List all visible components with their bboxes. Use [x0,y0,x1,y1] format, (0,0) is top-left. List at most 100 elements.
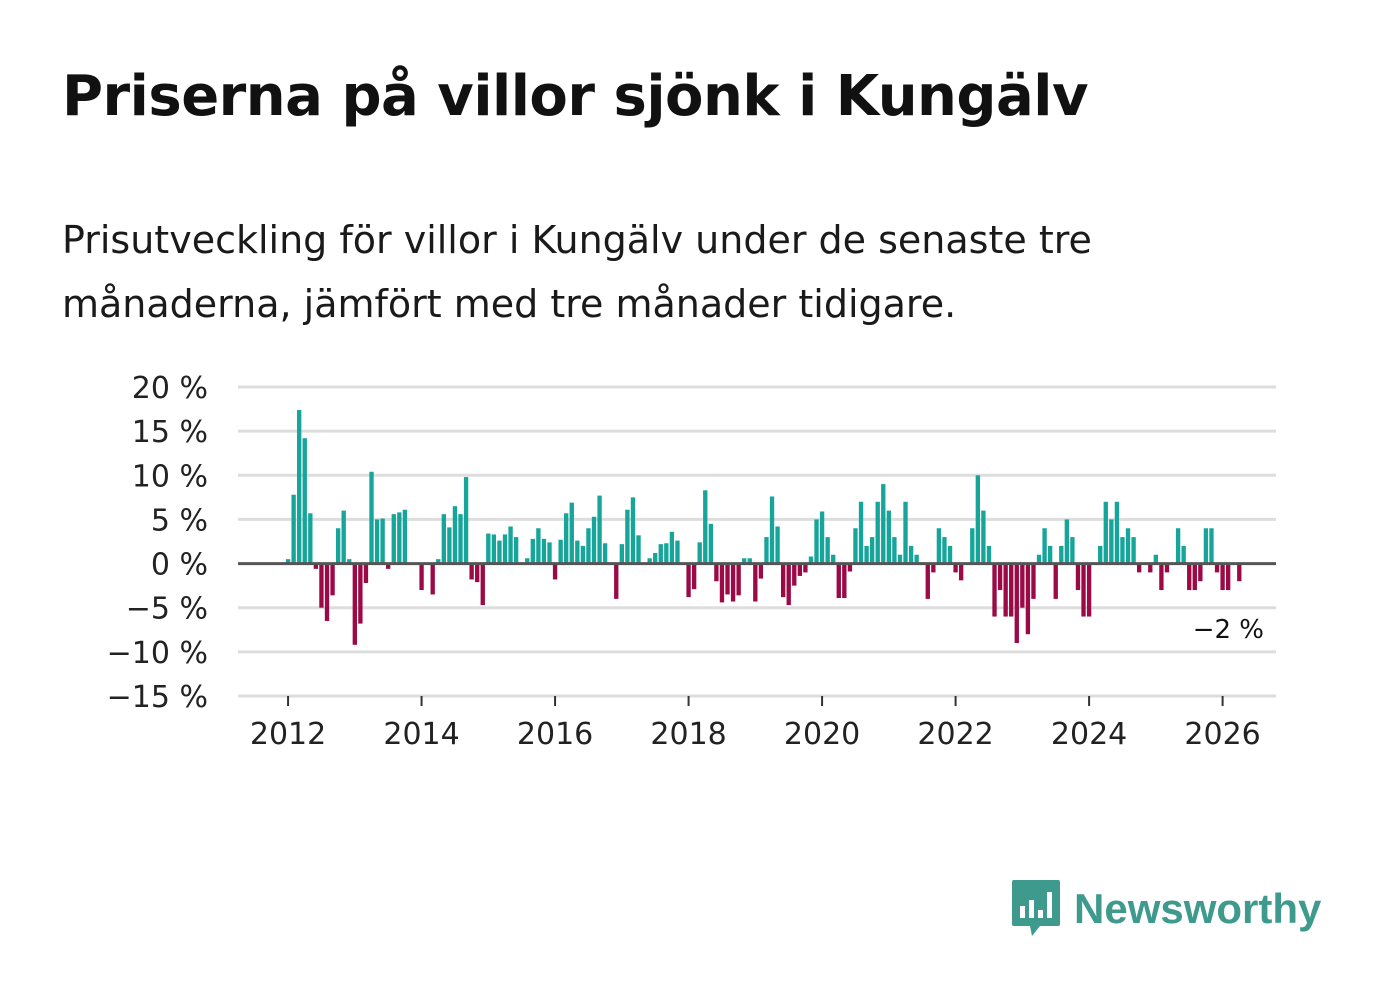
bar [1198,563,1203,582]
x-tick-label: 2014 [383,717,459,752]
y-tick-label: −5 % [126,592,208,627]
bar [769,496,775,564]
bar [452,506,458,564]
y-tick-label: −10 % [107,636,208,671]
bar [341,510,346,564]
bar [914,554,919,564]
bar [347,559,352,564]
bar [997,563,1003,591]
bar [1031,563,1036,599]
bar [358,563,363,624]
bar [536,528,541,564]
bar [486,533,491,564]
bar [953,563,958,573]
bar [647,558,652,564]
x-tick-label: 2020 [784,717,860,752]
bar [324,563,330,621]
bar [869,537,875,564]
bar [780,563,786,598]
end-value-label: −2 % [1193,615,1264,645]
y-tick-label: 0 % [151,548,208,583]
bar [397,512,402,564]
bar [814,519,819,564]
bar [858,501,864,564]
bar [847,563,853,572]
newsworthy-logo-icon [1012,880,1060,936]
bar [614,563,619,599]
bar [981,510,986,564]
bar [1053,563,1058,599]
bar [942,537,947,564]
bar [1103,501,1108,564]
x-tick-label: 2018 [650,717,726,752]
bar [897,554,903,564]
bar [1081,563,1086,617]
bar [903,501,908,564]
bar [1098,545,1103,564]
bar [386,563,391,569]
y-tick-label: 10 % [132,459,208,494]
bar [530,538,535,564]
bar [775,526,780,564]
bar [541,538,547,564]
gridlines [238,385,1276,698]
bar [419,563,424,591]
bar [686,563,691,598]
bar [992,563,997,617]
bar [441,514,446,564]
bar [931,563,936,573]
bar [925,563,930,599]
bar [463,477,469,564]
bar [1192,563,1197,591]
bar [1064,519,1070,564]
bar [297,409,302,564]
bar [525,558,530,564]
bar [703,490,708,564]
bar [602,543,608,564]
bar [363,563,369,583]
bar [491,534,497,564]
chart-title: Priserna på villor sjönk i Kungälv [62,64,1089,129]
bar-chart: 20 % 15 % 10 % 5 % 0 % −5 % −10 % −15 % 2012 2014… [107,371,1276,752]
bar [819,511,825,564]
bar [669,531,675,564]
bar [508,526,513,564]
bar [986,545,992,564]
bar [1120,537,1125,564]
bar [502,534,508,564]
bar [908,545,914,564]
bar [497,540,502,564]
bar [864,545,869,564]
bar [697,542,702,564]
bar [875,501,880,564]
bar [792,563,797,586]
bar [1109,519,1114,564]
bar [1114,501,1120,564]
bar [1175,528,1181,564]
bar [380,518,385,564]
bar [691,563,697,590]
bar [436,559,441,564]
bar [1153,554,1159,564]
bar [619,544,624,564]
x-tick-label: 2022 [917,717,993,752]
bar [480,563,485,606]
bar [447,527,452,564]
bar [352,563,357,645]
bar [1042,528,1047,564]
bar [786,563,791,606]
bar [291,494,296,564]
bar [586,528,591,564]
bar [1075,563,1081,591]
bar [1237,563,1242,582]
y-tick-label: −15 % [107,680,208,715]
bar [747,558,752,564]
bar [1059,545,1064,564]
bar [970,528,975,564]
x-tick-label: 2026 [1184,717,1260,752]
bar [625,509,630,564]
bar [402,509,408,564]
bar [1009,563,1014,617]
bar [1220,563,1225,591]
y-tick-label: 5 % [151,503,208,538]
